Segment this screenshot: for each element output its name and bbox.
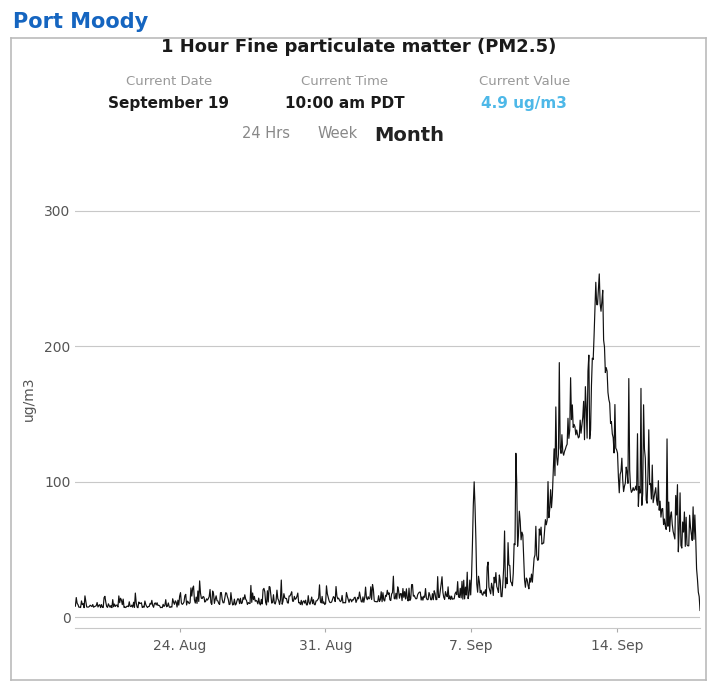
Text: Port Moody: Port Moody bbox=[13, 12, 148, 33]
Text: 1 Hour Fine particulate matter (PM2.5): 1 Hour Fine particulate matter (PM2.5) bbox=[162, 38, 556, 56]
Text: Current Value: Current Value bbox=[478, 75, 570, 88]
Text: 10:00 am PDT: 10:00 am PDT bbox=[285, 96, 404, 111]
Text: Current Date: Current Date bbox=[126, 75, 212, 88]
Text: September 19: September 19 bbox=[108, 96, 229, 111]
Text: Month: Month bbox=[374, 126, 444, 145]
Y-axis label: ug/m3: ug/m3 bbox=[22, 377, 36, 421]
Text: Week: Week bbox=[317, 126, 358, 142]
Text: Current Time: Current Time bbox=[301, 75, 388, 88]
Text: 4.9 ug/m3: 4.9 ug/m3 bbox=[481, 96, 567, 111]
Text: 24 Hrs: 24 Hrs bbox=[242, 126, 289, 142]
